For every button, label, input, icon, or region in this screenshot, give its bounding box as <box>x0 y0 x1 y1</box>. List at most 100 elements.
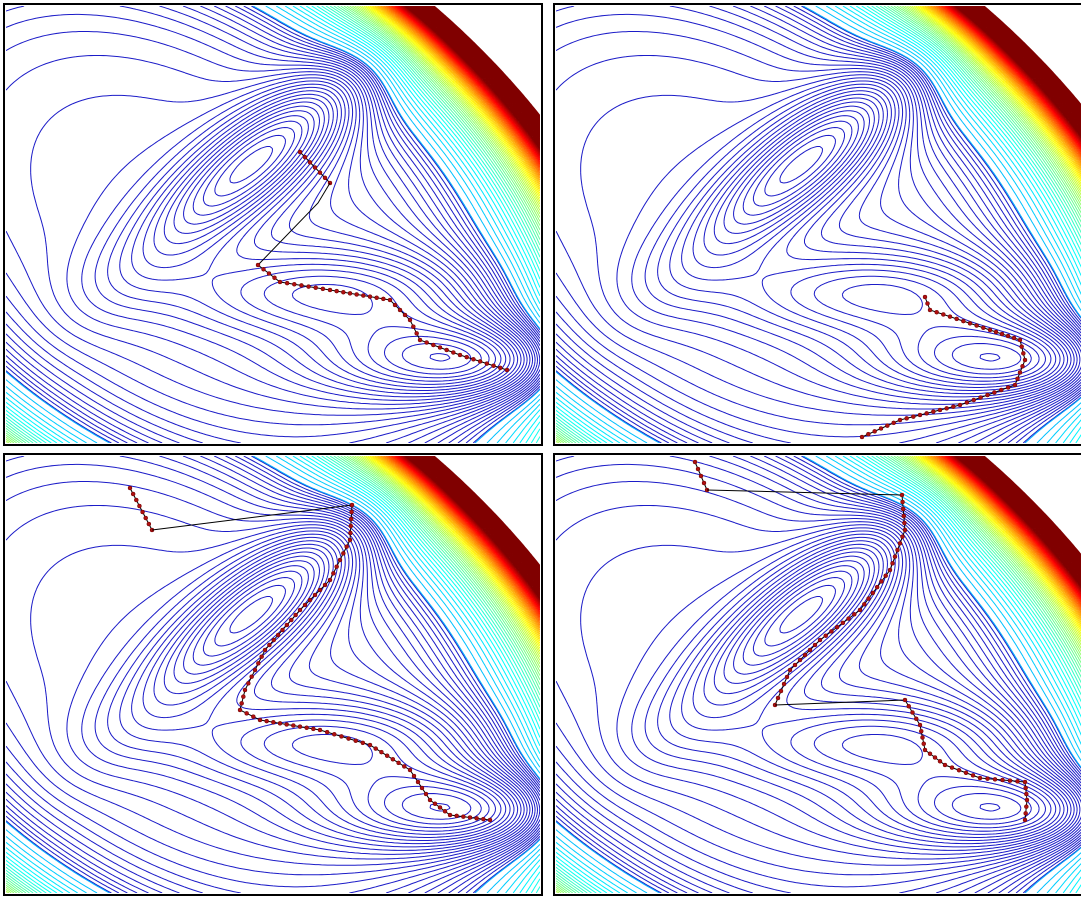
path-point <box>381 296 386 302</box>
path-point <box>237 707 243 713</box>
path-point <box>411 773 417 779</box>
path-point <box>992 777 998 782</box>
path-point <box>1022 779 1028 785</box>
path-point <box>423 791 429 797</box>
path-point <box>302 602 308 608</box>
path-point <box>347 291 353 296</box>
path-point <box>906 704 911 709</box>
path-point <box>1012 382 1018 388</box>
path-point <box>411 324 416 329</box>
path-point <box>944 406 949 411</box>
path-point <box>137 503 142 509</box>
path-point <box>872 429 877 434</box>
path-point <box>951 404 956 409</box>
path-point <box>961 318 966 324</box>
path-point <box>134 497 139 503</box>
path-line <box>257 182 331 266</box>
path-point <box>866 596 871 601</box>
path-point <box>337 557 343 563</box>
path-point <box>280 627 285 633</box>
path-point <box>414 331 419 336</box>
path-point <box>140 509 145 515</box>
path-point <box>1017 337 1023 343</box>
path-point <box>981 325 986 331</box>
path-point <box>902 527 908 533</box>
path-point <box>127 485 133 491</box>
path-point <box>317 727 323 733</box>
path-point <box>477 359 483 364</box>
path-point <box>701 480 707 486</box>
path-point <box>252 667 258 673</box>
path-point <box>934 309 939 315</box>
path-point <box>397 307 403 313</box>
path-point <box>807 647 813 653</box>
path-point <box>967 321 973 326</box>
path-point <box>978 395 983 400</box>
path-point <box>317 170 323 175</box>
path-point <box>901 513 907 519</box>
path-point <box>334 564 339 569</box>
path-point <box>293 612 298 618</box>
path-point <box>802 652 808 658</box>
path-point <box>373 746 378 751</box>
path-point <box>424 340 429 345</box>
path-point <box>902 697 908 703</box>
path-point <box>444 347 449 353</box>
path-point <box>387 297 393 303</box>
path-point <box>1015 779 1020 784</box>
path-point <box>374 295 379 301</box>
path-line <box>774 699 906 706</box>
path-point <box>1000 777 1005 783</box>
path-point <box>911 414 916 419</box>
path-point <box>262 647 268 653</box>
path-point <box>292 282 297 287</box>
path-point <box>1007 778 1013 783</box>
path-point <box>963 770 969 776</box>
path-point <box>334 288 339 294</box>
path-line <box>706 489 903 496</box>
path-point <box>297 724 303 729</box>
path-point <box>261 267 266 272</box>
path-point <box>407 767 413 773</box>
path-point <box>987 327 993 333</box>
path-point <box>834 624 840 630</box>
path-point <box>917 412 923 418</box>
path-point <box>931 409 936 414</box>
path-point <box>914 716 919 721</box>
path-point <box>447 812 453 818</box>
path-point <box>775 695 781 701</box>
path-point <box>964 400 970 405</box>
path-point <box>900 534 905 539</box>
path-point <box>246 681 251 686</box>
path-point <box>437 805 443 810</box>
path-point <box>415 779 421 785</box>
path-point <box>417 337 423 343</box>
path-point <box>432 801 438 806</box>
path-point <box>974 323 979 328</box>
path-point <box>862 602 867 607</box>
path-point <box>919 729 924 734</box>
path-point <box>922 294 928 300</box>
path-point <box>970 773 976 778</box>
path-point <box>474 816 479 821</box>
path-point <box>840 620 846 626</box>
path-point <box>244 711 249 716</box>
path-point <box>778 688 784 694</box>
path-point <box>451 350 456 355</box>
path-point <box>379 749 384 755</box>
path-point <box>427 797 433 803</box>
path-point <box>339 734 344 739</box>
path-point <box>925 301 930 306</box>
path-point <box>313 285 318 290</box>
path-point <box>924 411 929 416</box>
path-point <box>327 287 333 293</box>
path-point <box>1019 344 1024 349</box>
path-point <box>902 520 907 526</box>
path-point <box>396 760 401 766</box>
path-point <box>257 717 263 723</box>
path-point <box>504 367 510 373</box>
path-point <box>917 722 923 728</box>
panel-border <box>553 3 1081 446</box>
path-point <box>949 765 955 770</box>
path-point <box>484 361 490 366</box>
